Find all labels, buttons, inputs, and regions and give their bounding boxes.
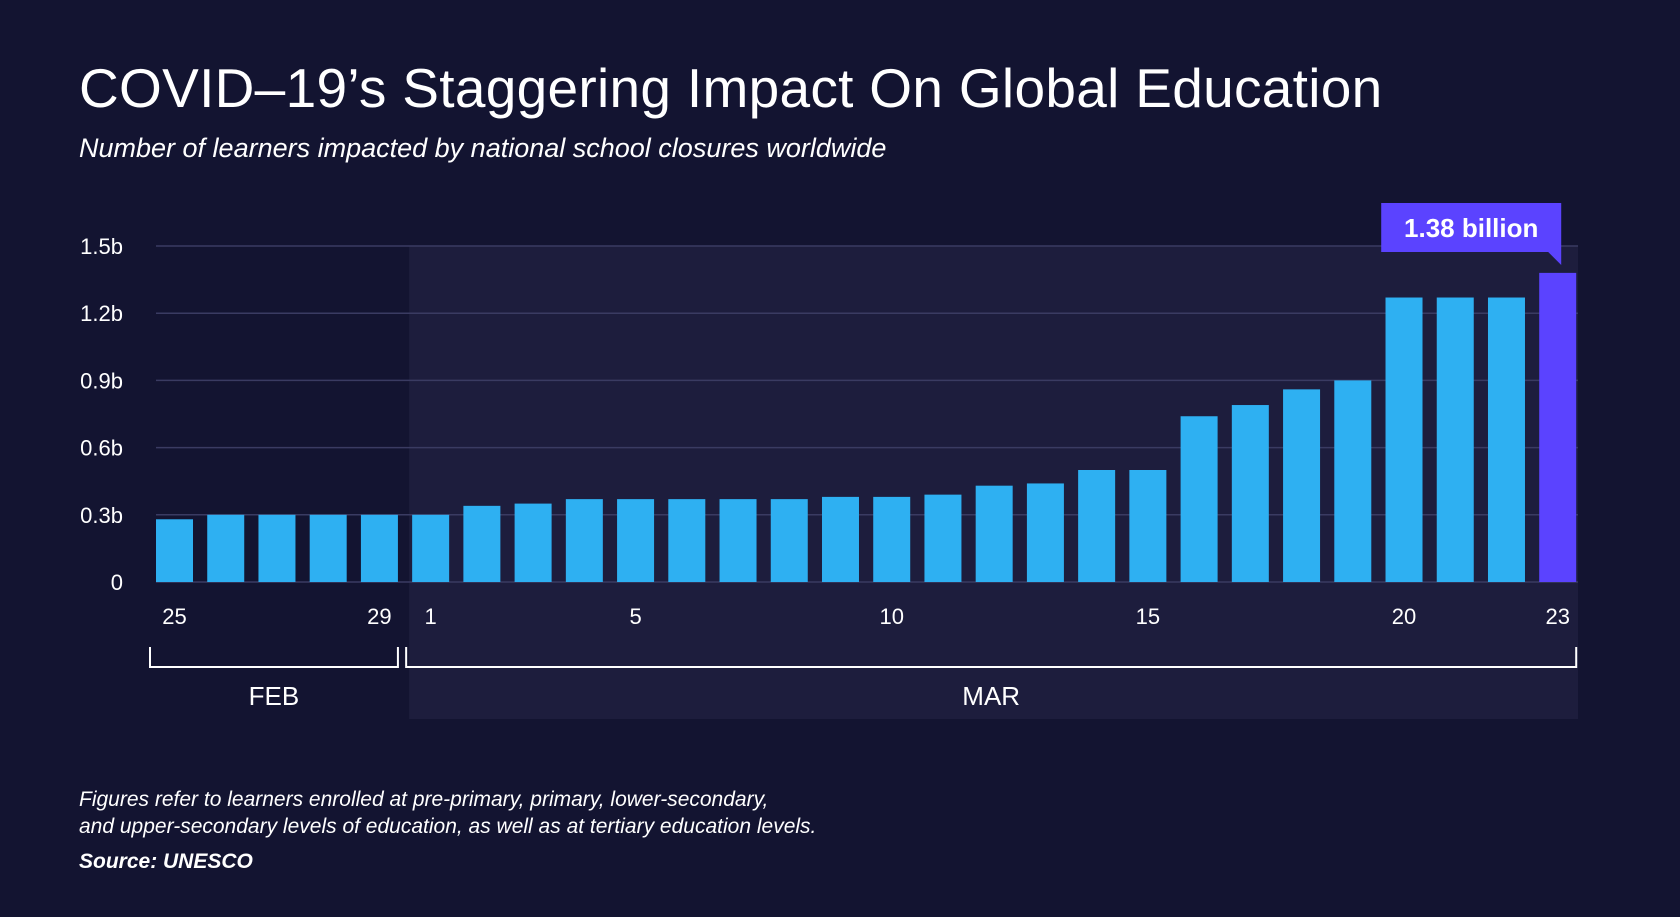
march-shade bbox=[409, 246, 1578, 719]
bar bbox=[1231, 405, 1269, 582]
bar bbox=[1385, 297, 1423, 582]
bar bbox=[1026, 483, 1064, 582]
callout-badge bbox=[1381, 203, 1562, 265]
source-label: Source: UNESCO bbox=[79, 850, 253, 873]
bar bbox=[1334, 380, 1372, 582]
bar bbox=[975, 485, 1013, 582]
bar bbox=[1487, 297, 1525, 582]
bar bbox=[360, 514, 398, 582]
chart-title: COVID–19’s Staggering Impact On Global E… bbox=[79, 57, 1383, 119]
x-tick-label: 5 bbox=[629, 604, 641, 629]
bar bbox=[1283, 389, 1321, 582]
bar bbox=[565, 499, 603, 582]
group-bracket bbox=[405, 647, 1578, 668]
x-tick-label: 29 bbox=[367, 604, 391, 629]
footnote-line-1: Figures refer to learners enrolled at pr… bbox=[79, 788, 769, 811]
x-tick-label: 25 bbox=[162, 604, 186, 629]
x-tick-label: 1 bbox=[425, 604, 437, 629]
y-tick-label: 1.2b bbox=[80, 301, 123, 326]
bar bbox=[668, 499, 706, 582]
group-bracket bbox=[149, 647, 399, 668]
bar bbox=[1078, 470, 1116, 582]
bar bbox=[719, 499, 757, 582]
y-tick-label: 1.5b bbox=[80, 234, 123, 259]
highlight-bar bbox=[1539, 272, 1577, 582]
y-tick-label: 0.3b bbox=[80, 503, 123, 528]
bar bbox=[1180, 416, 1218, 582]
bar bbox=[770, 499, 808, 582]
bar bbox=[1436, 297, 1474, 582]
bar bbox=[514, 503, 552, 582]
bar bbox=[463, 505, 501, 582]
callout-label: 1.38 billion bbox=[1404, 213, 1538, 243]
y-tick-label: 0.6b bbox=[80, 436, 123, 461]
bar bbox=[412, 514, 450, 582]
x-tick-label: 23 bbox=[1545, 604, 1569, 629]
bar bbox=[873, 496, 911, 582]
bar bbox=[309, 514, 347, 582]
bar bbox=[1129, 470, 1167, 582]
bar bbox=[924, 494, 962, 582]
bar bbox=[617, 499, 655, 582]
bar bbox=[258, 514, 296, 582]
x-tick-label: 20 bbox=[1392, 604, 1416, 629]
bar bbox=[207, 514, 245, 582]
group-label: FEB bbox=[249, 681, 300, 711]
footnote: Figures refer to learners enrolled at pr… bbox=[79, 786, 816, 840]
chart-subtitle: Number of learners impacted by national … bbox=[79, 133, 887, 163]
group-label: MAR bbox=[962, 681, 1020, 711]
bar bbox=[156, 519, 193, 582]
y-tick-label: 0 bbox=[111, 570, 123, 595]
x-tick-label: 10 bbox=[879, 604, 903, 629]
bar bbox=[821, 496, 859, 582]
footnote-line-2: and upper-secondary levels of education,… bbox=[79, 815, 817, 838]
x-tick-label: 15 bbox=[1136, 604, 1160, 629]
y-tick-label: 0.9b bbox=[80, 368, 123, 393]
